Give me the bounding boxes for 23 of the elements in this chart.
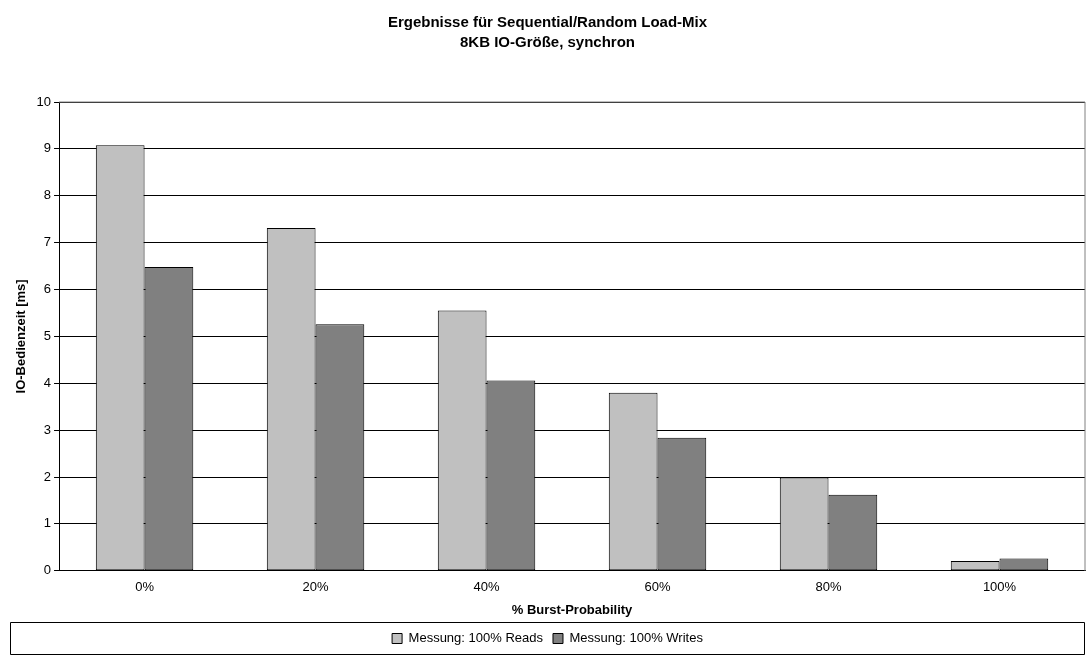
x-axis-title: % Burst-Probability — [511, 601, 634, 617]
legend-label: Messung: 100% Reads — [408, 630, 544, 646]
x-tick-label: 20% — [302, 579, 329, 595]
x-tick-label: 40% — [473, 579, 500, 595]
y-tick-label: 7 — [43, 234, 52, 250]
x-tick-label: 0% — [135, 579, 155, 595]
y-tick-label: 8 — [43, 187, 52, 203]
y-tick-label: 10 — [36, 93, 52, 109]
y-tick-label: 4 — [43, 374, 52, 390]
chart-title: Ergebnisse für Sequential/Random Load-Mix — [387, 13, 708, 31]
y-tick-label: 5 — [43, 327, 52, 343]
y-tick-label: 2 — [43, 468, 52, 484]
x-tick-label: 60% — [644, 579, 671, 595]
y-tick-label: 0 — [43, 562, 52, 578]
x-tick-label: 80% — [815, 579, 842, 595]
chart-subtitle: 8KB IO-Größe, synchron — [459, 33, 636, 51]
x-tick-label: 100% — [982, 579, 1017, 595]
y-tick-label: 6 — [43, 281, 52, 297]
y-tick-label: 3 — [43, 421, 52, 437]
y-axis-title: IO-Bedienzeit [ms] — [13, 279, 29, 394]
y-tick-label: 9 — [43, 140, 52, 156]
legend-label: Messung: 100% Writes — [569, 630, 704, 646]
y-tick-label: 1 — [43, 515, 52, 531]
